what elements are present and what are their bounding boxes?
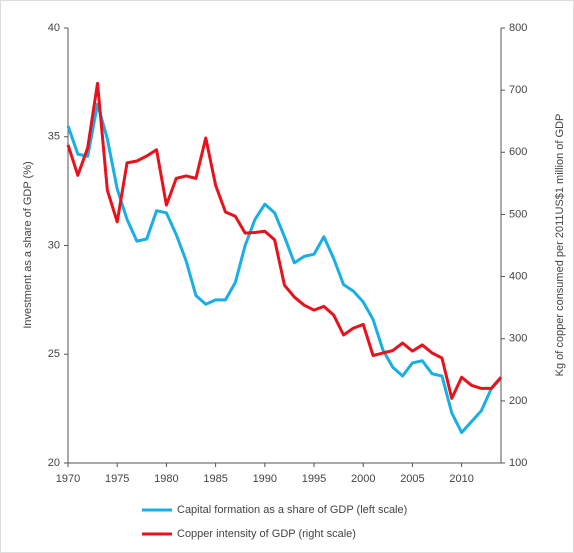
x-tick-label: 2005 [400,473,424,485]
x-tick-label: 1990 [253,473,277,485]
x-tick-label: 1985 [203,473,227,485]
y2-tick-label: 200 [509,395,527,407]
y-axis-label: Investment as a share of GDP (%) [22,161,34,328]
x-tick-label: 1970 [56,473,80,485]
y2-tick-label: 100 [509,457,527,469]
series-line [66,81,503,400]
y2-tick-label: 400 [509,270,527,282]
x-tick-label: 1980 [154,473,178,485]
legend-label: Capital formation as a share of GDP (lef… [177,504,407,516]
y2-tick-label: 700 [509,84,527,96]
legend-label: Copper intensity of GDP (right scale) [177,528,356,540]
y-tick-label: 25 [48,348,60,360]
y2-tick-label: 300 [509,333,527,345]
x-tick-label: 1995 [302,473,326,485]
y2-axis-label: Kg of copper consumed per 2011US$1 milli… [554,114,566,377]
x-tick-label: 1975 [105,473,129,485]
y-tick-label: 20 [48,457,60,469]
y2-tick-label: 600 [509,146,527,158]
y2-tick-label: 500 [509,208,527,220]
y-tick-label: 40 [48,22,60,34]
y-tick-label: 35 [48,131,60,143]
x-tick-label: 2000 [351,473,375,485]
x-tick-label: 2010 [449,473,473,485]
y-tick-label: 30 [48,239,60,251]
series-line [66,102,503,435]
y2-tick-label: 800 [509,22,527,34]
